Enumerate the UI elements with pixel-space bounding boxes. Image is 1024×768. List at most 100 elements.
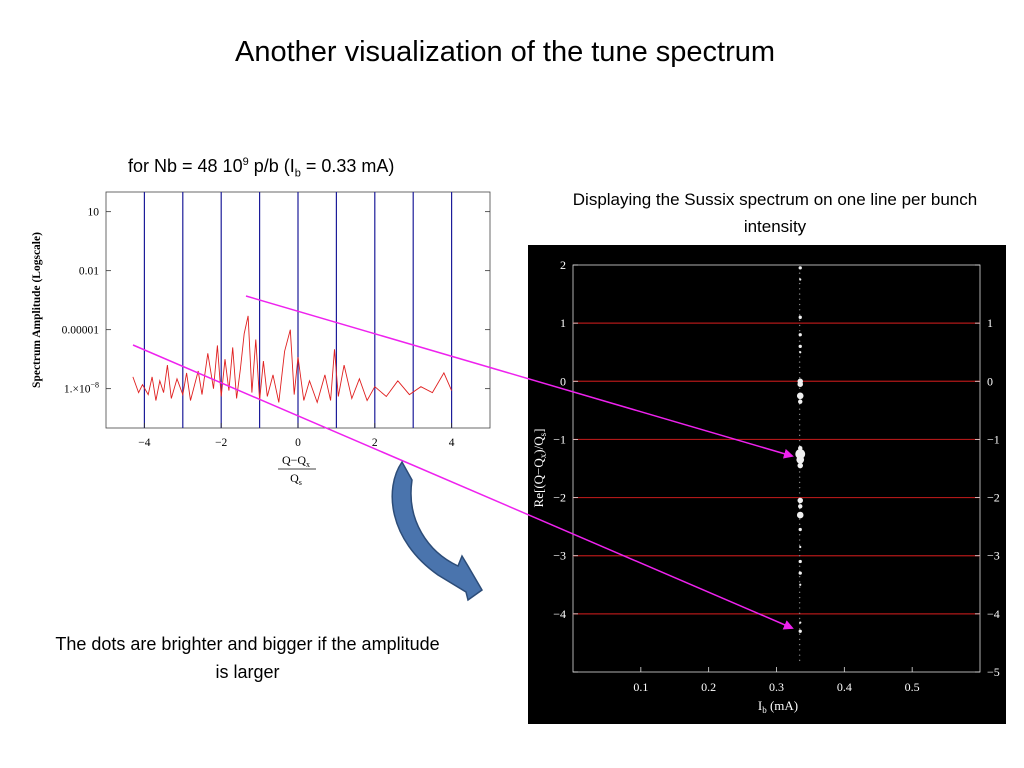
right-speck: [798, 654, 801, 656]
left-x-tick-label-2: 0: [295, 437, 301, 449]
right-y-tick-label-right-4: −2: [987, 491, 1000, 505]
right-spectrum-dot-7: [797, 381, 803, 387]
right-spectrum-dot-19: [798, 559, 802, 564]
subtitle-prefix: for Nb = 48 10: [128, 156, 243, 176]
right-spectrum-dot-17: [798, 527, 802, 532]
left-x-tick-label-3: 2: [372, 437, 378, 449]
left-ylabel: Spectrum Amplitude (Logscale): [31, 232, 43, 388]
right-y-tick-label-right-1: 1: [987, 316, 993, 330]
right-speck: [798, 377, 801, 379]
right-speck: [798, 429, 801, 431]
right-speck: [798, 314, 801, 316]
right-y-tick-label-left-0: 2: [560, 258, 566, 272]
right-speck: [798, 581, 801, 583]
right-y-tick-label-right-6: −4: [987, 607, 1000, 621]
right-spectrum-dot-21: [799, 583, 802, 586]
right-spectrum-dot-15: [798, 504, 803, 509]
right-spectrum-dot-0: [798, 266, 802, 270]
right-speck: [798, 659, 801, 662]
right-speck: [798, 418, 801, 421]
right-y-tick-label-right-5: −3: [987, 549, 1000, 563]
right-x-tick-label-4: 0.5: [905, 680, 920, 694]
right-y-tick-label-left-6: −4: [553, 607, 566, 621]
right-speck: [798, 518, 801, 520]
right-speck: [798, 481, 801, 484]
right-y-tick-label-left-4: −2: [553, 491, 566, 505]
right-speck: [798, 356, 801, 358]
right-chart-background: [528, 245, 1006, 724]
right-spectrum-dot-9: [798, 399, 803, 404]
right-spectrum-dot-22: [799, 621, 802, 624]
right-speck: [798, 612, 801, 614]
right-speck: [798, 413, 801, 416]
right-speck: [798, 628, 801, 630]
subtitle-middle: p/b (I: [248, 156, 295, 176]
left-y-tick-label-2: 0.00001: [62, 325, 100, 337]
right-spectrum-dot-1: [799, 278, 802, 281]
right-speck: [798, 486, 801, 489]
right-speck: [798, 439, 801, 442]
left-spectrum-series: [132, 315, 453, 404]
right-y-tick-label-left-3: −1: [553, 432, 566, 446]
right-speck: [798, 638, 801, 641]
arrow-lower: [132, 344, 794, 630]
right-speck: [798, 539, 801, 541]
right-x-tick-label-0: 0.1: [633, 680, 648, 694]
right-y-tick-label-left-2: 0: [560, 374, 566, 388]
subtitle-sub: b: [294, 167, 301, 180]
right-speck: [798, 544, 801, 546]
right-speck: [798, 633, 801, 635]
left-xlabel-denominator: Qs: [290, 471, 302, 487]
right-speck: [798, 586, 801, 588]
right-x-tick-label-2: 0.3: [769, 680, 784, 694]
right-speck: [798, 549, 801, 552]
right-speck: [798, 476, 801, 478]
right-speck: [798, 272, 801, 274]
right-x-tick-label-3: 0.4: [837, 680, 852, 694]
arrow-upper: [245, 295, 794, 459]
left-x-tick-label-4: 4: [449, 437, 455, 449]
right-speck: [798, 319, 801, 321]
right-speck: [798, 492, 801, 494]
right-speck: [798, 309, 801, 311]
subtitle-sup: 9: [242, 156, 249, 168]
right-speck: [798, 371, 801, 374]
right-speck: [798, 555, 801, 557]
right-spectrum-dot-20: [798, 571, 802, 575]
right-speck: [798, 366, 801, 369]
right-speck: [798, 288, 801, 290]
right-spectrum-dot-3: [798, 333, 802, 337]
right-speck: [798, 643, 801, 646]
right-speck: [798, 434, 801, 437]
right-speck: [798, 565, 801, 567]
right-xlabel: Ib (mA): [758, 698, 798, 715]
right-y-tick-label-right-7: −5: [987, 665, 1000, 679]
right-speck: [798, 575, 801, 578]
left-x-tick-label-1: −2: [215, 437, 227, 449]
right-y-tick-label-left-5: −3: [553, 549, 566, 563]
right-speck: [798, 649, 801, 651]
right-ylabel: Re[(Q−Qx)/Qs]: [531, 429, 548, 508]
right-spectrum-dot-16: [796, 511, 804, 519]
right-spectrum-dot-8: [796, 392, 804, 400]
right-spectrum-dot-10: [795, 449, 806, 459]
right-y-tick-label-left-1: 1: [560, 316, 566, 330]
right-speck: [798, 361, 801, 363]
caption: The dots are brighter and bigger if the …: [55, 634, 440, 682]
left-y-tick-label-1: 0.01: [79, 266, 99, 278]
left-x-tick-label-0: −4: [138, 437, 150, 449]
right-speck: [798, 523, 801, 526]
right-speck: [798, 617, 801, 620]
right-speck: [798, 602, 801, 604]
right-spectrum-dot-4: [798, 344, 802, 349]
right-speck: [798, 387, 801, 389]
right-speck: [798, 471, 801, 473]
left-y-tick-label-0: 10: [88, 207, 100, 219]
right-y-tick-label-right-2: 0: [987, 374, 993, 388]
slide-title: Another visualization of the tune spectr…: [234, 36, 776, 68]
right-speck: [798, 303, 801, 306]
right-spectrum-dot-23: [798, 629, 802, 633]
